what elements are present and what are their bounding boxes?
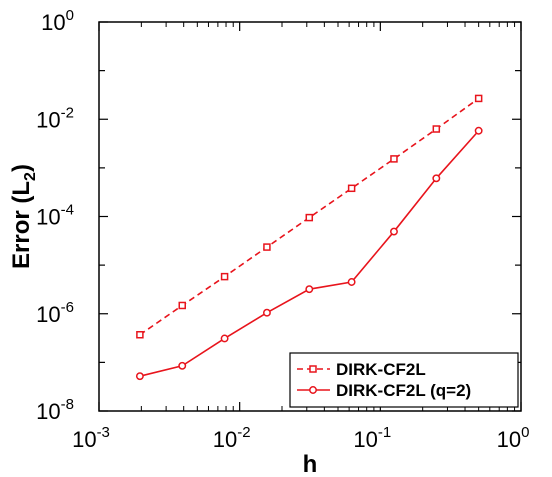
series-1-point-0 (135, 372, 144, 381)
x-tick-base: 10 (72, 427, 96, 452)
x-tick-exponent: -3 (97, 424, 110, 441)
series-1 (135, 126, 483, 381)
x-tick-base: 10 (497, 427, 521, 452)
series-1-point-3 (262, 308, 271, 317)
y-tick-base: 10 (36, 302, 60, 327)
series-legend-0-point-0 (309, 365, 317, 373)
y-tick-label: 10-2 (36, 104, 74, 132)
y-tick-label: 100 (41, 7, 74, 35)
series-0-point-5 (347, 184, 356, 193)
series-0-point-3 (263, 243, 271, 251)
series-0-point-1 (178, 301, 186, 310)
series-0-point-7 (432, 125, 441, 133)
series-1-point-8 (474, 126, 483, 135)
series-1-point-6 (390, 227, 398, 236)
legend-label-0: DIRK-CF2L (336, 360, 426, 379)
x-tick-exponent: -1 (378, 424, 391, 441)
y-tick-label: 10-6 (36, 299, 74, 327)
y-tick-exponent: -6 (61, 299, 74, 316)
y-tick-exponent: -2 (61, 104, 74, 121)
y-tick-label: 10-4 (36, 202, 74, 230)
series-1-point-1 (178, 361, 187, 370)
x-tick-exponent: 0 (521, 424, 529, 441)
series-0-point-2 (220, 272, 229, 281)
y-tick-base: 10 (36, 399, 60, 424)
series-legend-1-point-0 (309, 386, 317, 394)
y-tick-exponent: 0 (66, 7, 74, 24)
series-1-point-5 (347, 278, 356, 286)
series-0-point-0 (136, 330, 144, 339)
x-axis-label: h (303, 451, 318, 477)
series-1-point-7 (432, 174, 441, 183)
y-tick-base: 10 (41, 10, 65, 35)
y-tick-exponent: -8 (61, 396, 74, 413)
y-tick-exponent: -4 (61, 202, 74, 219)
x-tick-label: 10-1 (353, 424, 391, 452)
legend-box (289, 352, 519, 408)
x-tick-label: 100 (497, 424, 530, 452)
y-axis-label-close: ) (8, 164, 35, 172)
series-1-point-4 (305, 285, 314, 294)
x-tick-label: 10-2 (213, 424, 251, 452)
series-0-point-6 (390, 155, 398, 163)
y-tick-base: 10 (36, 205, 60, 230)
y-tick-label: 10-8 (36, 396, 74, 424)
y-axis-label: Error (L2) (8, 164, 39, 269)
series-0-point-8 (474, 94, 483, 103)
legend: DIRK-CF2L DIRK-CF2L (q=2) (289, 352, 519, 408)
legend-label-1: DIRK-CF2L (q=2) (336, 381, 471, 400)
x-tick-exponent: -2 (237, 424, 250, 441)
y-axis-label-subscript: 2 (22, 172, 39, 181)
y-tick-base: 10 (36, 107, 60, 132)
series-0-point-4 (305, 213, 314, 222)
x-tick-label: 10-3 (72, 424, 110, 452)
series-1-point-2 (220, 334, 229, 343)
series-0 (136, 94, 483, 339)
x-tick-base: 10 (213, 427, 237, 452)
series-1-line (139, 130, 480, 377)
y-axis-label-main: Error (L (8, 181, 35, 269)
plot-area (135, 94, 483, 381)
x-tick-base: 10 (353, 427, 377, 452)
